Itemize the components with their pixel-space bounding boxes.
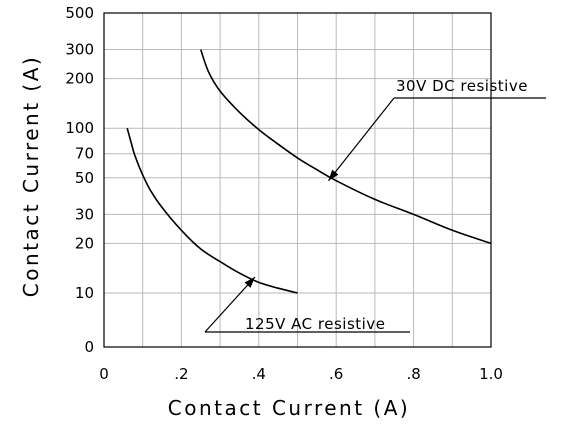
x-axis-title: Contact Current (A) — [168, 396, 410, 420]
x-tick-label: .4 — [252, 365, 266, 383]
tick-label-layer: 0 .2 .4 .6 .8 1.0 10 20 30 50 70 100 200 300 500 0 — [65, 4, 503, 383]
arrowhead — [328, 169, 339, 181]
y-tick-label: 10 — [75, 284, 94, 302]
y-tick-label: 70 — [75, 145, 94, 163]
arrowhead — [244, 277, 255, 288]
series-line — [126, 127, 298, 294]
y-tick-label: 300 — [65, 41, 94, 59]
curve-layer — [126, 49, 492, 294]
series-line — [200, 49, 492, 245]
annotation-layer: 30V DC resistive 125V AC resistive — [204, 77, 546, 333]
y-tick-label: 20 — [75, 234, 94, 252]
annotation-leader — [327, 97, 395, 182]
y-axis-title: Contact Current (A) — [19, 55, 43, 297]
y-tick-label: 30 — [75, 205, 94, 223]
plot-frame — [103, 12, 492, 348]
y-tick-label: 0 — [84, 338, 94, 356]
x-tick-label: .2 — [174, 365, 188, 383]
annotation-label: 30V DC resistive — [396, 77, 528, 95]
y-tick-label: 100 — [65, 119, 94, 137]
y-tick-label: 200 — [65, 70, 94, 88]
y-tick-label: 500 — [65, 4, 94, 22]
x-tick-label: 0 — [99, 365, 109, 383]
y-tick-label: 50 — [75, 169, 94, 187]
annotation-label: 125V AC resistive — [245, 315, 385, 333]
x-tick-label: .8 — [406, 365, 420, 383]
x-tick-label: 1.0 — [479, 365, 503, 383]
annotation-leader — [204, 276, 256, 333]
x-tick-label: .6 — [329, 365, 343, 383]
grid-layer — [104, 13, 491, 347]
